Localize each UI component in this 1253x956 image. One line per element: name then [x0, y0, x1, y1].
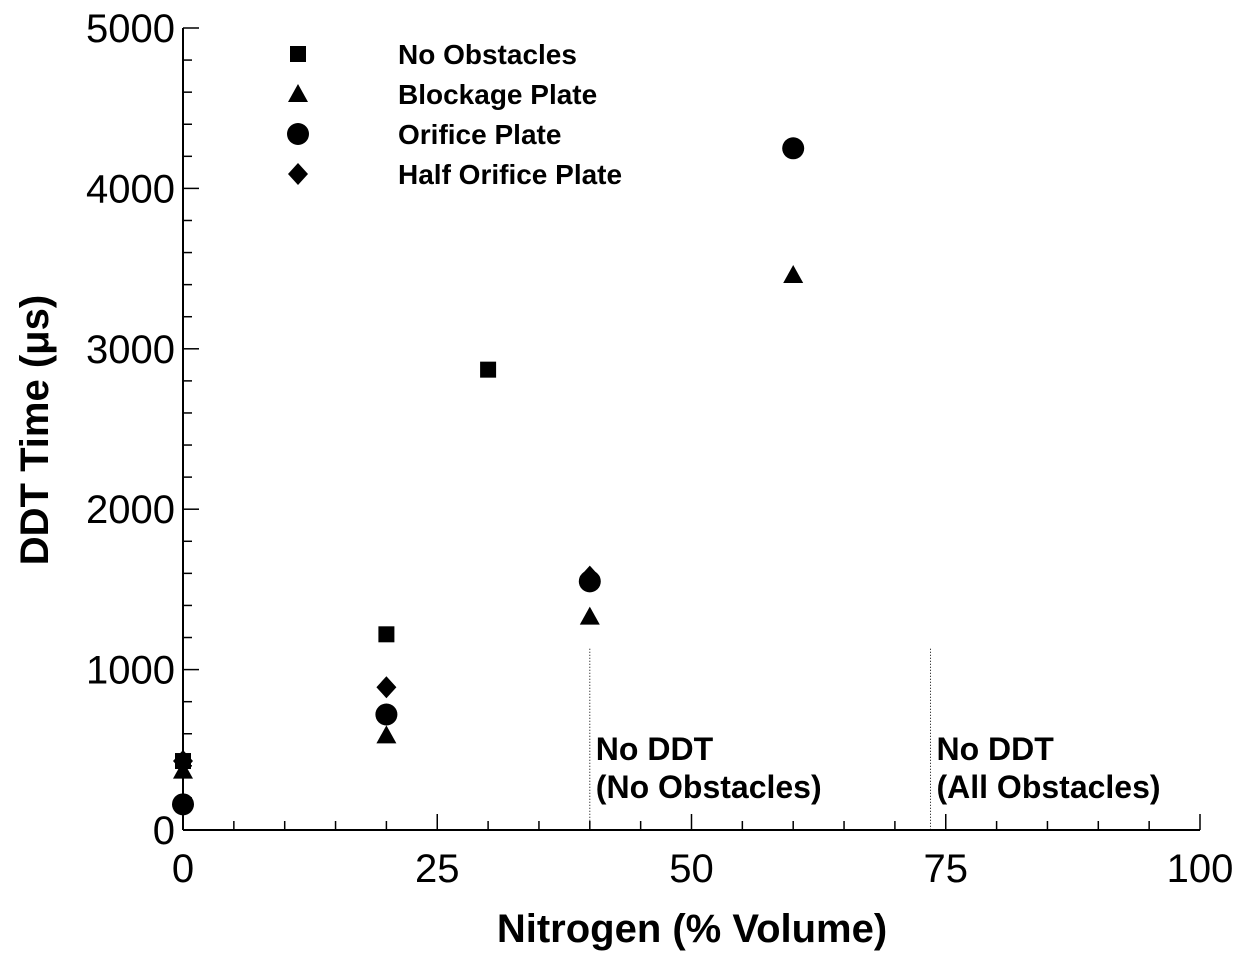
- triangle-point: [579, 606, 600, 625]
- circle-point: [375, 703, 398, 726]
- x-tick-label: 100: [1167, 847, 1234, 891]
- y-tick-label: 4000: [86, 167, 175, 211]
- legend: No Obstacles Blockage Plate Orifice Plate H…: [287, 39, 622, 190]
- series-square: [175, 361, 497, 770]
- y-tick-label: 3000: [86, 328, 175, 372]
- circle-point: [172, 793, 194, 816]
- y-tick-label: 0: [153, 809, 175, 853]
- legend-triangle-marker: [288, 84, 308, 102]
- y-tick-label: 2000: [86, 488, 175, 532]
- triangle-point: [376, 725, 397, 744]
- x-tick-label: 25: [415, 847, 460, 891]
- y-axis-title: DDT Time (μs): [13, 295, 57, 565]
- data-points: [172, 137, 805, 816]
- annotation-text: (No Obstacles): [596, 769, 822, 805]
- legend-label: Half Orifice Plate: [398, 159, 622, 190]
- triangle-point: [783, 265, 804, 284]
- legend-diamond-marker: [288, 163, 308, 185]
- diamond-point: [173, 750, 193, 773]
- y-tick-label: 5000: [86, 7, 175, 51]
- diamond-point: [376, 676, 397, 699]
- x-tick-label: 75: [924, 847, 969, 891]
- series-diamond: [173, 565, 600, 773]
- series-circle: [172, 137, 805, 816]
- legend-label: Blockage Plate: [398, 79, 597, 110]
- legend-circle-marker: [287, 123, 309, 145]
- annotation-text: (All Obstacles): [936, 769, 1160, 805]
- annotation-text: No DDT: [596, 731, 714, 767]
- square-point: [378, 626, 395, 643]
- legend-square-marker: [290, 46, 306, 62]
- circle-point: [782, 137, 805, 160]
- diamond-point: [579, 565, 600, 588]
- x-tick-label: 50: [669, 847, 714, 891]
- x-tick-label: 0: [172, 847, 194, 891]
- y-tick-label: 1000: [86, 649, 175, 693]
- legend-label: Orifice Plate: [398, 119, 561, 150]
- series-triangle: [173, 265, 804, 779]
- square-point: [480, 361, 497, 378]
- x-axis-title: Nitrogen (% Volume): [497, 907, 887, 951]
- annotations: No DDT(No Obstacles)No DDT(All Obstacles…: [589, 648, 1161, 830]
- annotation-text: No DDT: [936, 731, 1054, 767]
- legend-label: No Obstacles: [398, 39, 577, 70]
